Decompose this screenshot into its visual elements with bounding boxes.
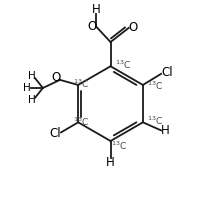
Text: $^{13}$C: $^{13}$C — [73, 77, 89, 90]
Text: O: O — [52, 71, 61, 84]
Text: $^{13}$C: $^{13}$C — [147, 115, 163, 127]
Text: H: H — [161, 124, 170, 137]
Text: Cl: Cl — [50, 127, 61, 140]
Text: $^{13}$C: $^{13}$C — [73, 116, 89, 128]
Text: O: O — [128, 21, 138, 34]
Text: $^{13}$C: $^{13}$C — [115, 59, 131, 71]
Text: H: H — [28, 95, 35, 105]
Text: $^{13}$C: $^{13}$C — [111, 139, 127, 152]
Text: O: O — [87, 20, 96, 33]
Text: H: H — [23, 83, 30, 93]
Text: $^{13}$C: $^{13}$C — [147, 80, 164, 92]
Text: H: H — [106, 156, 115, 169]
Text: Cl: Cl — [161, 66, 173, 79]
Text: H: H — [92, 3, 101, 16]
Text: H: H — [28, 71, 35, 81]
